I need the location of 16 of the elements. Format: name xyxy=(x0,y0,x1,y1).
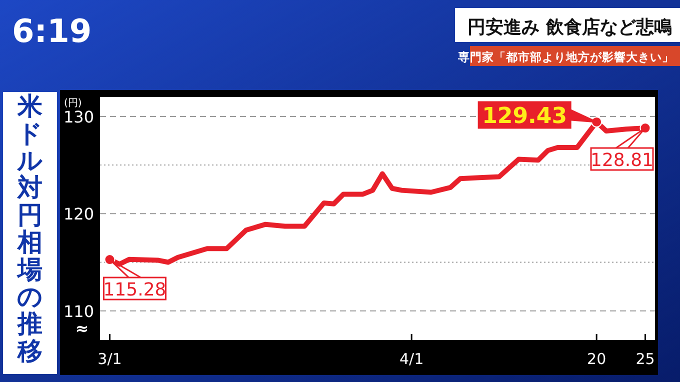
y-tick-label: 120 xyxy=(63,204,94,224)
y-tick-label: 110 xyxy=(63,302,94,321)
data-label: 128.81 xyxy=(590,150,654,172)
text: 円安進み 飲食店など悲鳴 xyxy=(468,17,672,38)
y-tick-label: 130 xyxy=(63,107,94,126)
x-tick-label: 25 xyxy=(636,350,655,368)
text: 6:19 xyxy=(12,12,92,50)
x-tick-label: 3/1 xyxy=(98,350,122,368)
chart-title: 米ドル対円相場の推移 xyxy=(17,92,43,366)
y-axis-title: (円) xyxy=(64,98,82,109)
x-tick-label: 4/1 xyxy=(400,350,424,368)
text: ≈ xyxy=(75,319,89,338)
text: 専門家「都市部より地方が影響大きい」 xyxy=(457,50,674,64)
data-label: 129.43 xyxy=(482,104,568,129)
data-label: 115.28 xyxy=(103,280,166,301)
x-tick-label: 20 xyxy=(587,350,606,368)
